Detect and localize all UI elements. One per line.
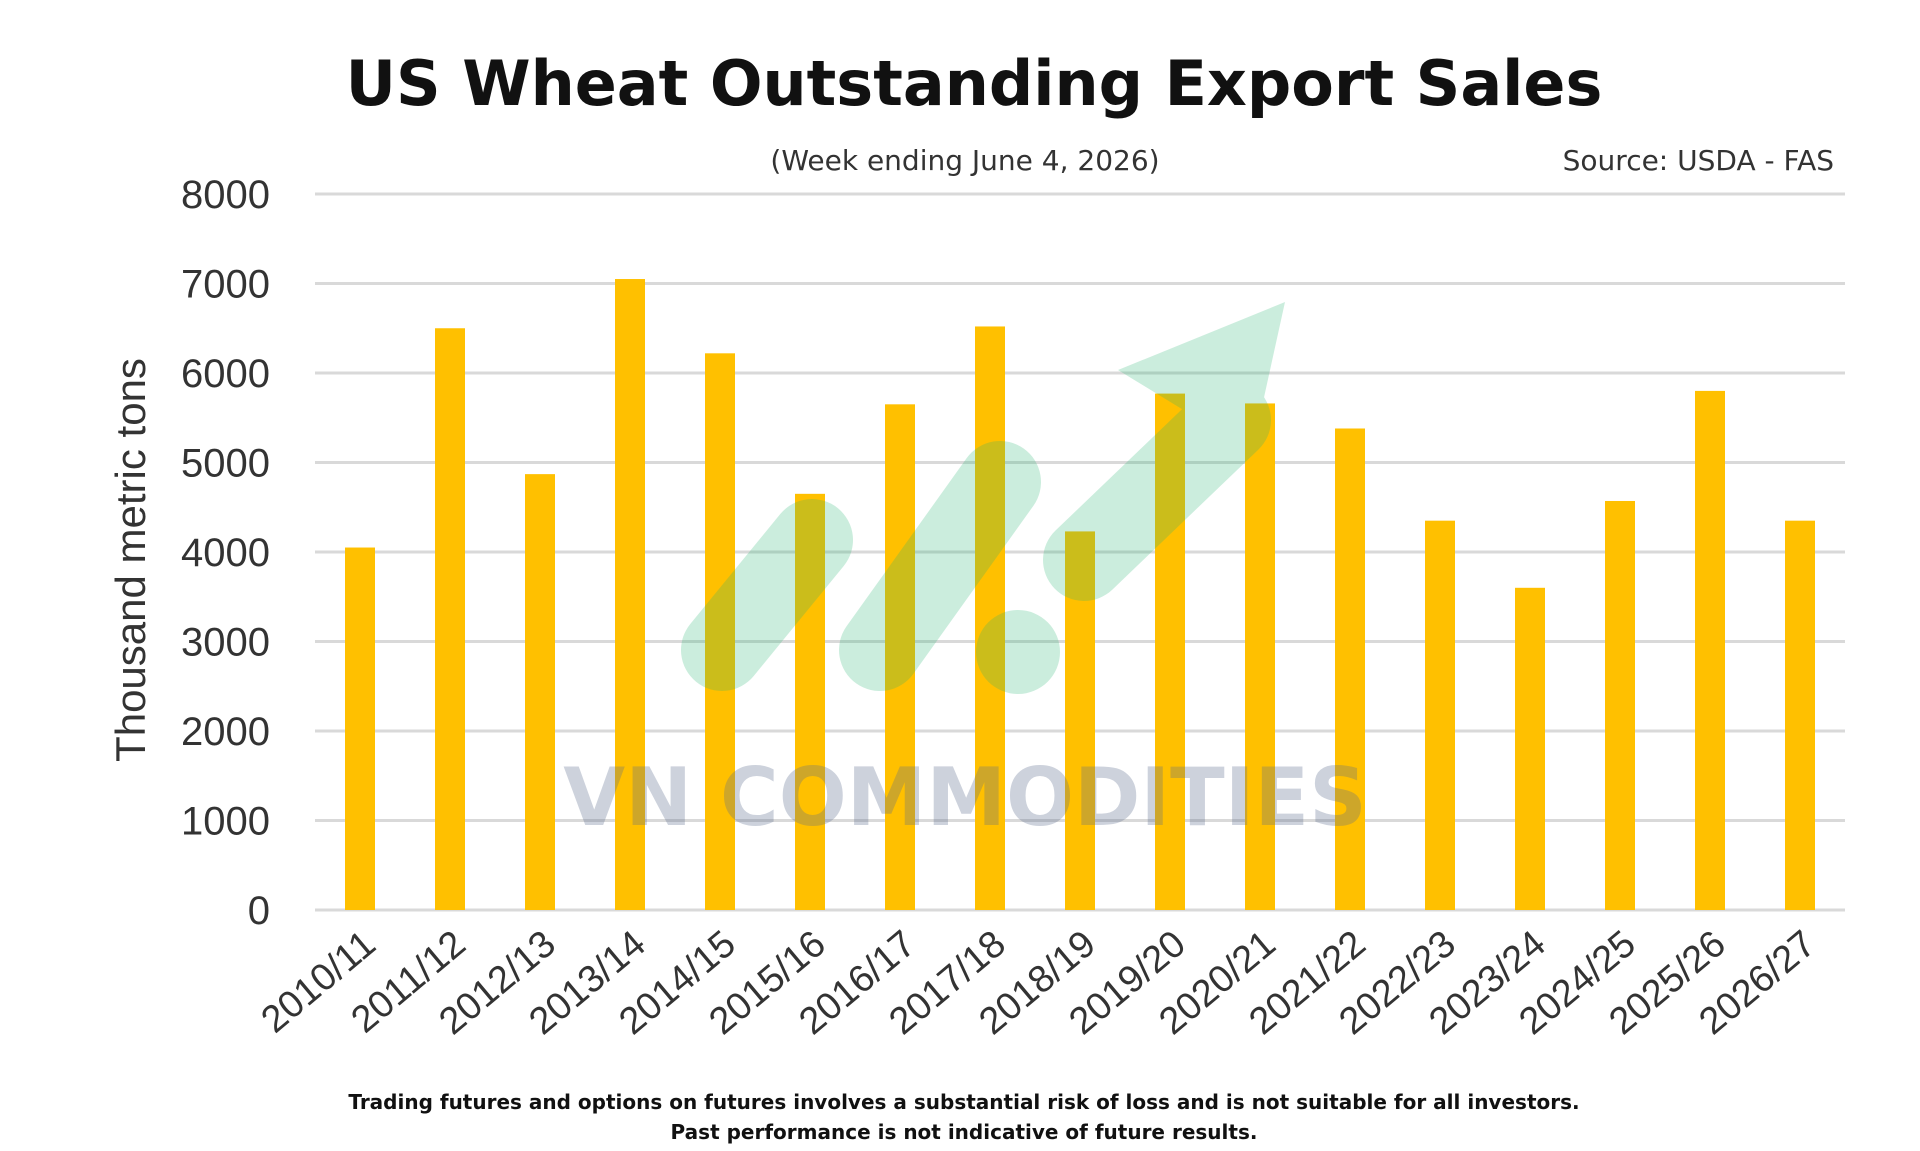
bar-2025-26 [1695, 390, 1725, 910]
y-axis-label: Thousand metric tons [107, 358, 154, 762]
bar-2016-17 [885, 404, 915, 910]
bar-2011-12 [435, 328, 465, 910]
y-tick-label: 6000 [181, 352, 270, 396]
watermark-stroke-1 [681, 499, 853, 691]
y-tick-label: 5000 [181, 442, 270, 486]
y-tick-label: 2000 [181, 710, 270, 754]
bar-2024-25 [1605, 500, 1635, 910]
y-tick-label: 0 [248, 889, 270, 933]
y-tick-label: 7000 [181, 263, 270, 307]
chart-subtitle: (Week ending June 4, 2026) [770, 144, 1159, 177]
y-tick-label: 3000 [181, 621, 270, 665]
watermark-arrow-head [1118, 302, 1285, 452]
bar-2026-27 [1785, 520, 1815, 910]
bar-2017-18 [975, 326, 1005, 911]
bar-2023-24 [1515, 587, 1545, 910]
disclaimer-line-1: Trading futures and options on futures i… [348, 1090, 1579, 1114]
watermark-stroke-3 [1043, 379, 1271, 601]
chart-title: US Wheat Outstanding Export Sales [346, 47, 1603, 120]
watermark-dot [976, 610, 1060, 694]
y-axis-ticks: 0 1000 2000 3000 4000 5000 6000 7000 8000 [181, 173, 270, 933]
bar-2015-16 [795, 493, 825, 910]
bar-2022-23 [1425, 520, 1455, 910]
disclaimer-line-2: Past performance is not indicative of fu… [671, 1120, 1258, 1144]
bar-2018-19 [1065, 531, 1095, 910]
y-tick-label: 4000 [181, 531, 270, 575]
bar-2012-13 [525, 474, 555, 910]
bar-2021-22 [1335, 428, 1365, 910]
watermark-text: VN COMMODITIES [563, 751, 1366, 844]
y-tick-label: 1000 [181, 800, 270, 844]
bar-2019-20 [1155, 393, 1185, 911]
source-note: Source: USDA - FAS [1563, 144, 1834, 177]
bar-2010-11 [345, 547, 375, 910]
y-tick-label: 8000 [181, 173, 270, 217]
watermark-logo-icon [681, 302, 1285, 694]
bar-series [345, 279, 1815, 911]
watermark-stroke-2 [839, 441, 1041, 691]
bar-2014-15 [705, 353, 735, 910]
bar-2013-14 [615, 279, 645, 910]
bar-2020-21 [1245, 403, 1275, 910]
